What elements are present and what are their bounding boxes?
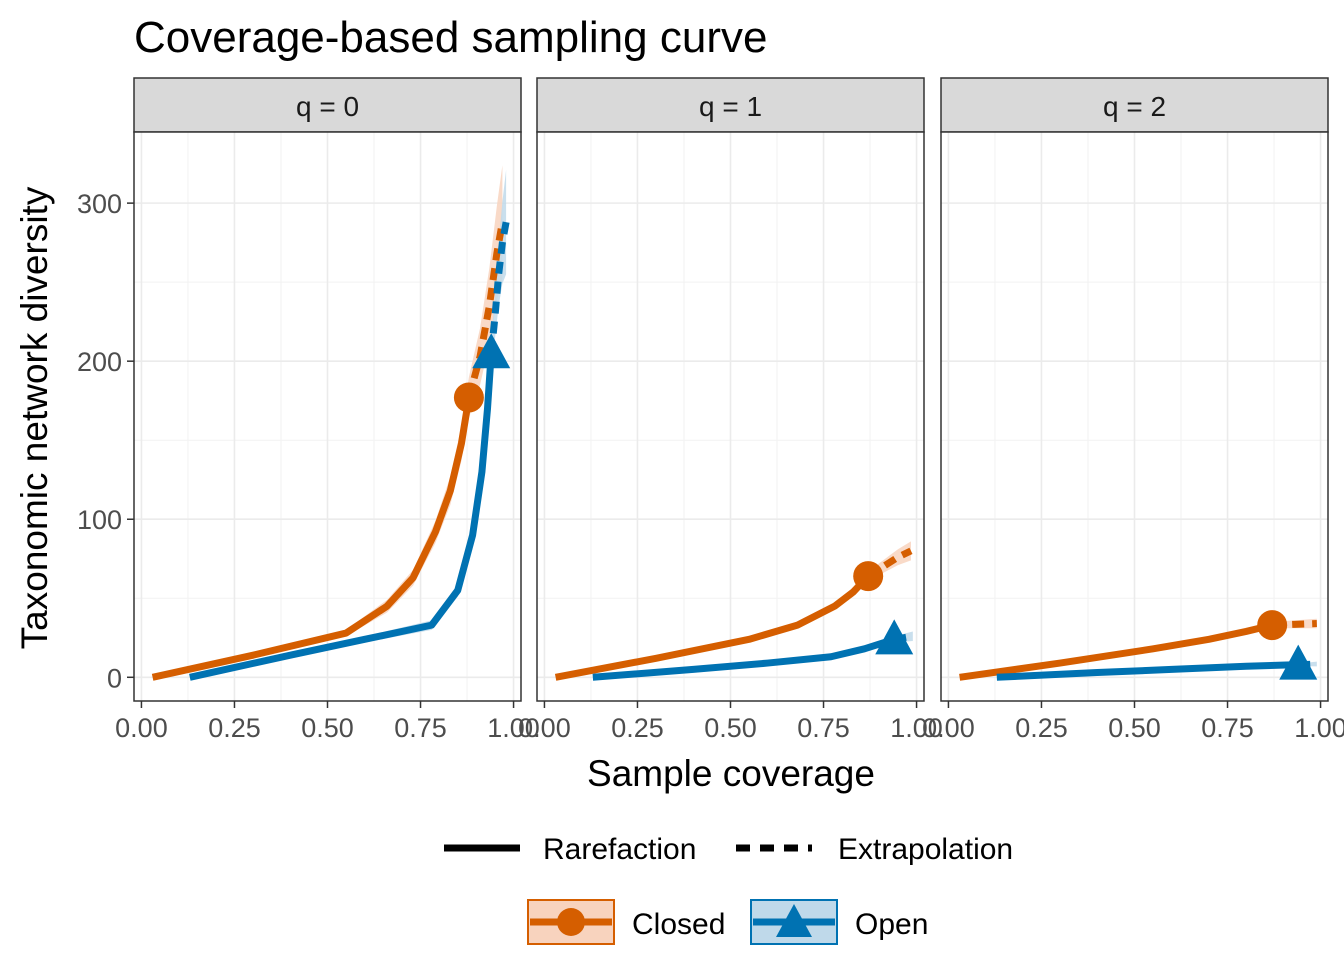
panel-q0-closed-extrapolation-line [465,221,506,399]
y-tick-label: 200 [77,347,122,377]
panel-q1-strip [536,77,925,133]
panel-q0-open-rarefaction-line [189,353,495,681]
chart-title: Coverage-based sampling curve [134,13,767,62]
legend-extrapolation-label: Extrapolation [838,833,1013,866]
x-axis-title: Sample coverage [587,753,875,794]
panel-q1: q = 1 0.00 0.25 0.50 0.75 1.00 [518,77,943,743]
panel-q2-closed-rarefaction-line [959,621,1274,681]
panel-q0-x-tick-label: 0.25 [208,713,261,743]
panel-q1-x-tick-label: 0.50 [704,713,757,743]
panel-q0-x-tick-label: 1.00 [487,713,540,743]
panel-q0-x-tick-label: 0.00 [115,713,168,743]
panel-q1-open-observed-point [875,619,914,655]
panel-q1-strip-label: q = 1 [699,91,762,122]
panel-q2-x-tick-label: 1.00 [1294,713,1344,743]
panel-q1-x-tick-label: 1.00 [890,713,943,743]
panel-q0-x-tick-label: 0.50 [301,713,354,743]
panel-q0-open-extrapolation-line [487,221,510,354]
y-tick-label: 100 [77,505,122,535]
panel-q2-x-tick-label: 0.25 [1015,713,1068,743]
panel-q2: q = 2 0.00 0.25 0.50 0.75 1.00 [922,77,1344,743]
legend-rarefaction-label: Rarefaction [543,833,696,866]
panel-q2-x-tick-label: 0.75 [1201,713,1254,743]
panel-q1-x-tick-label: 0.00 [518,713,571,743]
y-tick-label: 300 [77,189,122,219]
y-axis-title: Taxonomic network diversity [14,186,55,649]
legend-closed-key-marker [557,908,585,936]
panel-q0-closed-observed-point [453,382,484,413]
panel-q2-grid [941,132,1328,701]
panel-q2-x-axis: 0.00 0.25 0.50 0.75 1.00 [922,701,1344,743]
panel-q2-x-tick-label: 0.00 [922,713,975,743]
panel-q0-open-observed-point [472,333,511,369]
y-axis: 0 100 200 300 [77,189,134,693]
panel-q0-strip [133,77,522,133]
panel-q2-open-rarefaction-line [996,661,1299,681]
panel-q2-strip [940,77,1329,133]
panel-q2-strip-label: q = 2 [1103,91,1166,122]
y-tick-label: 0 [107,663,122,693]
panel-q1-open-rarefaction-line [592,636,896,681]
panel-q0: q = 0 0.00 0.25 0.50 0.75 1.00 0 100 200 300 [77,77,540,743]
legend-linetype: Rarefaction Extrapolation [444,833,1013,866]
panel-q0-strip-label: q = 0 [296,91,359,122]
panel-q1-closed-rarefaction-line [554,573,871,681]
legend-groups: Closed Open [527,899,928,945]
panel-q0-grid [134,132,521,701]
panel-q0-x-tick-label: 0.75 [394,713,447,743]
panel-q1-x-axis: 0.00 0.25 0.50 0.75 1.00 [518,701,943,743]
panel-q1-x-tick-label: 0.75 [797,713,850,743]
panel-q0-closed-rarefaction-line [151,396,473,681]
panel-q0-x-axis: 0.00 0.25 0.50 0.75 1.00 [115,701,540,743]
legend-closed-label: Closed [632,908,725,941]
panel-q1-closed-observed-point [853,561,884,592]
legend-open-label: Open [855,908,928,941]
legend-open-key-marker [776,904,812,937]
panel-q2-open-observed-point [1279,644,1318,680]
panel-q2-closed-observed-point [1257,610,1288,641]
facet-panels: q = 0 0.00 0.25 0.50 0.75 1.00 0 100 200 300 q = 1… [77,77,1344,743]
legend: Rarefaction Extrapolation Closed Open [444,833,1013,945]
panel-q1-x-tick-label: 0.25 [611,713,664,743]
panel-q2-x-tick-label: 0.50 [1108,713,1161,743]
